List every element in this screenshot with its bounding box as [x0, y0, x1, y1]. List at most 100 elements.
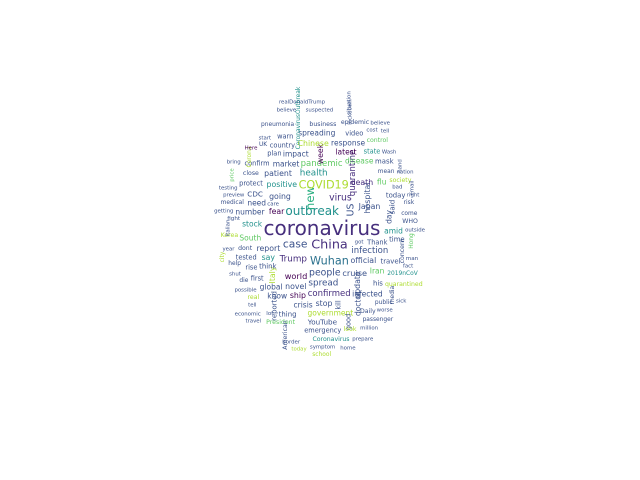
cloud-word: official: [350, 255, 377, 265]
cloud-word: testing: [218, 185, 238, 192]
cloud-word: care: [267, 200, 279, 207]
cloud-word: dont: [238, 245, 253, 253]
cloud-word: his: [372, 279, 383, 288]
cloud-word: COVID19: [298, 178, 349, 192]
cloud-word: tell: [248, 301, 257, 308]
cloud-word: right: [406, 192, 420, 199]
cloud-word: China: [311, 237, 348, 253]
cloud-word: people: [309, 267, 341, 279]
cloud-word: warn: [277, 132, 294, 141]
cloud-word: coronavirus: [263, 216, 381, 240]
cloud-word: thing: [278, 310, 297, 319]
cloud-word: rise: [245, 263, 258, 272]
cloud-word: tested: [235, 253, 257, 262]
cloud-word: government: [307, 308, 354, 318]
cloud-word: number: [235, 206, 265, 216]
cloud-word: Korea: [220, 232, 239, 240]
cloud-word: believe: [370, 120, 390, 127]
cloud-word: disease: [344, 156, 374, 166]
cloud-word: getting: [214, 208, 234, 215]
cloud-word: confirm: [244, 159, 270, 168]
cloud-word: city: [220, 251, 227, 263]
cloud-word: worse: [376, 306, 393, 313]
cloud-word: market: [272, 159, 300, 169]
cloud-word: patient: [264, 168, 292, 178]
cloud-word: preview: [223, 191, 245, 198]
cloud-word: Japan: [358, 202, 381, 212]
cloud-word: public: [374, 299, 393, 306]
cloud-word: society: [389, 176, 412, 184]
cloud-word: year: [222, 246, 235, 253]
cloud-word: today: [385, 191, 406, 200]
cloud-word: sick: [395, 298, 407, 305]
cloud-word: travel: [380, 257, 401, 266]
cloud-word: ship: [289, 290, 306, 300]
cloud-word: suspected: [305, 106, 334, 113]
cloud-word: Wuhan: [309, 254, 349, 268]
cloud-word: 2019nCoV: [387, 270, 418, 277]
cloud-word: got: [354, 238, 364, 245]
cloud-word: health: [299, 168, 328, 179]
cloud-word: pandemic: [300, 158, 343, 169]
cloud-word: UK: [259, 142, 268, 149]
cloud-word: Italian: [225, 219, 232, 237]
cloud-word: kill: [334, 300, 343, 310]
cloud-word: cost: [366, 127, 378, 134]
cloud-word: President: [266, 318, 296, 326]
cloud-word: fact: [402, 263, 414, 270]
cloud-word: positive: [266, 180, 298, 190]
cloud-word: world: [284, 270, 308, 281]
cloud-word: infected: [352, 289, 383, 299]
cloud-word: come: [401, 210, 418, 217]
cloud-word: US: [345, 203, 357, 217]
cloud-word: Chinese: [297, 138, 329, 148]
cloud-word: Iran: [369, 266, 385, 276]
cloud-word: say: [261, 252, 276, 262]
cloud-word: spread: [308, 278, 339, 289]
cloud-word: response: [331, 138, 366, 148]
cloud-word: need: [247, 198, 267, 208]
cloud-word: symptom: [309, 344, 336, 351]
cloud-word: CoronavirusOutbreak: [296, 86, 303, 150]
cloud-word: home: [340, 344, 356, 351]
cloud-word: possible: [234, 287, 257, 294]
cloud-word: case: [282, 238, 308, 252]
cloud-word: Wash: [381, 149, 397, 156]
cloud-word: mask: [375, 157, 394, 166]
cloud-word: passenger: [362, 317, 394, 324]
cloud-word: Hong: [409, 233, 416, 249]
cloud-word: help: [228, 261, 241, 268]
cloud-word: country: [269, 141, 295, 150]
cloud-word: school: [312, 351, 332, 358]
cloud-word: death: [350, 177, 374, 187]
cloud-word: realDonaldTrump: [278, 99, 326, 106]
cloud-word: control: [366, 137, 389, 145]
cloud-word: situation: [345, 91, 352, 115]
cloud-word: going: [269, 191, 291, 201]
cloud-word: border: [282, 339, 301, 346]
cloud-word: emergency: [304, 326, 342, 335]
cloud-word: state: [363, 148, 381, 156]
cloud-word: know: [267, 291, 288, 301]
cloud-word: Coronavirus: [312, 336, 350, 344]
cloud-word: man: [405, 256, 419, 263]
cloud-word: protect: [239, 179, 263, 188]
cloud-word: risk: [403, 200, 415, 207]
cloud-word: plan: [267, 149, 282, 158]
cloud-word: travel: [245, 318, 262, 325]
cloud-word: Thank: [367, 238, 388, 247]
cloud-word: latest: [335, 147, 357, 157]
cloud-word: price: [229, 168, 236, 183]
cloud-word: crisis: [293, 299, 313, 309]
cloud-word: report: [256, 243, 281, 253]
cloud-word: economic: [234, 311, 261, 318]
cloud-word: stop: [315, 299, 333, 309]
cloud-word: close: [242, 169, 259, 177]
cloud-word: said: [387, 199, 397, 215]
cloud-word: believe: [276, 107, 297, 114]
cloud-word: impact: [282, 149, 309, 159]
cloud-word: South: [239, 232, 262, 242]
cloud-word: fear: [268, 207, 285, 217]
cloud-word: bad: [392, 184, 403, 191]
